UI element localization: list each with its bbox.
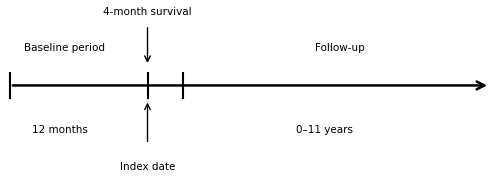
Text: Index date: Index date: [120, 162, 175, 172]
Text: 12 months: 12 months: [32, 125, 88, 135]
Text: Follow-up: Follow-up: [315, 43, 365, 53]
Text: 4-month survival: 4-month survival: [103, 7, 192, 17]
Text: Baseline period: Baseline period: [24, 43, 105, 53]
Text: 0–11 years: 0–11 years: [296, 125, 354, 135]
